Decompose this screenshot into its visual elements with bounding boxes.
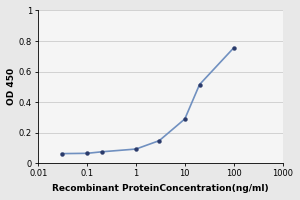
Y-axis label: OD 450: OD 450 — [7, 68, 16, 105]
X-axis label: Recombinant ProteinConcentration(ng/ml): Recombinant ProteinConcentration(ng/ml) — [52, 184, 269, 193]
